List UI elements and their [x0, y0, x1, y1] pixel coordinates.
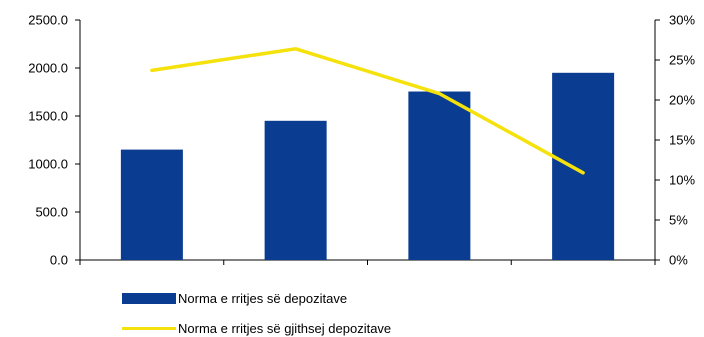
right-tick-label: 0%: [669, 253, 688, 268]
right-tick-label: 5%: [669, 213, 688, 228]
bar: [552, 72, 615, 260]
legend-swatch-bar: [122, 293, 176, 304]
legend-label-line: Norma e rritjes së gjithsej depozitave: [178, 321, 392, 336]
bar: [408, 91, 471, 261]
left-tick-label: 500.0: [35, 205, 68, 220]
line-path: [150, 47, 585, 175]
right-tick-label: 30%: [669, 13, 695, 28]
legend-swatch-line: [122, 327, 176, 330]
left-tick-label: 1000.0: [28, 157, 68, 172]
line-series: [150, 47, 585, 175]
legend-item-bar: Norma e rritjes së depozitave: [122, 291, 347, 306]
right-y-axis: 0% 5% 10% 15% 20% 25% 30%: [654, 13, 695, 268]
bar-series: [120, 72, 615, 261]
x-axis: [79, 259, 656, 265]
right-tick-label: 10%: [669, 173, 695, 188]
bar: [120, 149, 183, 260]
left-tick-label: 2500.0: [28, 13, 68, 28]
legend-item-line: Norma e rritjes së gjithsej depozitave: [122, 321, 391, 336]
bar: [264, 120, 327, 260]
right-tick-label: 20%: [669, 93, 695, 108]
left-tick-label: 2000.0: [28, 61, 68, 76]
legend-label-bar: Norma e rritjes së depozitave: [178, 291, 348, 306]
right-tick-label: 15%: [669, 133, 695, 148]
right-tick-label: 25%: [669, 53, 695, 68]
left-tick-label: 1500.0: [28, 109, 68, 124]
left-y-axis: 0.0 500.0 1000.0 1500.0 2000.0 2500.0: [28, 13, 81, 268]
left-tick-label: 0.0: [50, 253, 68, 268]
